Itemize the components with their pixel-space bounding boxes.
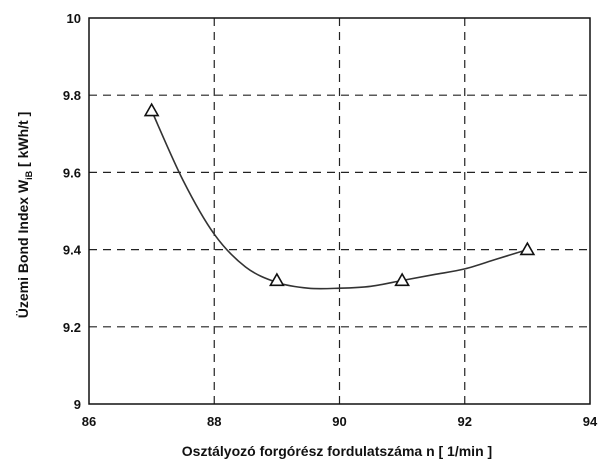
y-axis-label-subscript: iB [24,170,34,180]
x-tick-label: 88 [207,414,221,429]
data-markers [143,102,536,287]
data-point [519,241,536,256]
y-tick-label: 9.8 [63,88,81,103]
x-axis-label: Osztályozó forgórész fordulatszáma n [ 1… [182,443,492,459]
x-tick-label: 86 [82,414,96,429]
data-point [394,272,411,287]
x-tick-labels: 86 88 90 92 94 [82,414,598,429]
y-tick-label: 9.2 [63,320,81,335]
x-tick-label: 92 [458,414,472,429]
data-point [143,102,160,117]
y-tick-label: 9 [74,397,81,412]
y-tick-label: 9.4 [63,243,82,258]
plot-frame [88,17,591,405]
x-tick-label: 90 [332,414,346,429]
data-point [268,272,285,287]
fit-curve [150,110,528,290]
y-tick-label: 10 [67,11,81,26]
y-axis-label: Üzemi Bond Index WiB [ kWh/t ] [15,112,34,319]
grid [89,18,590,404]
x-tick-label: 94 [583,414,598,429]
y-tick-labels: 9 9.2 9.4 9.6 9.8 10 [63,11,82,412]
y-axis-label-prefix: Üzemi Bond Index W [15,179,31,318]
y-axis-label-suffix: [ kWh/t ] [15,112,31,171]
y-tick-label: 9.6 [63,165,81,180]
